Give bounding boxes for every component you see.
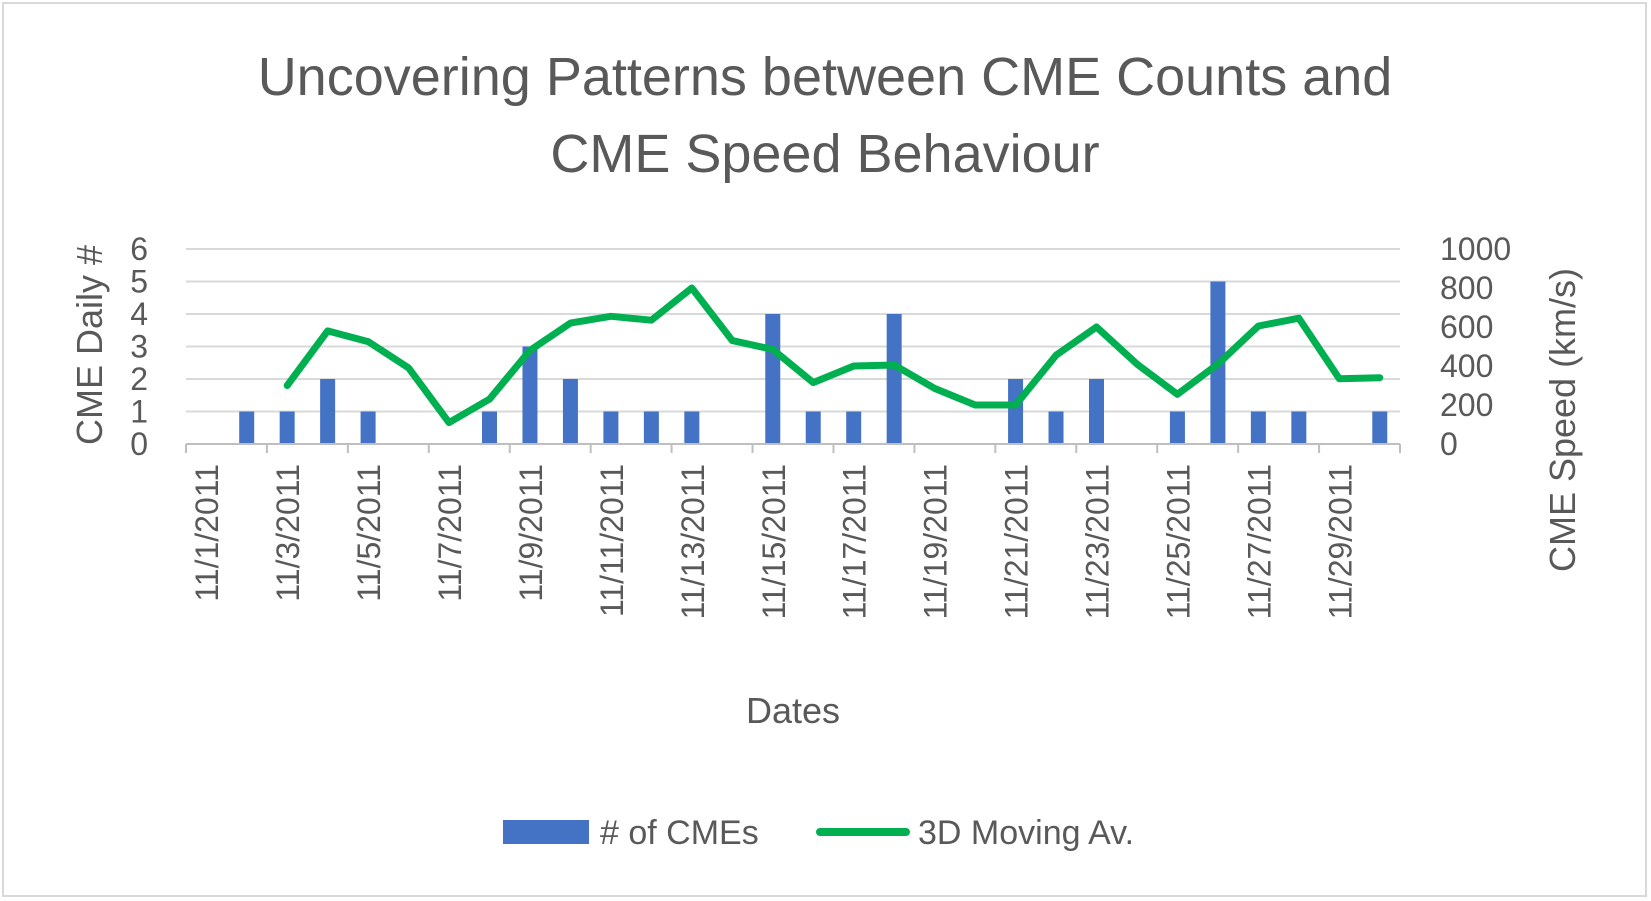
legend-swatch-bars bbox=[503, 820, 589, 844]
x-tick-label: 11/7/2011 bbox=[432, 464, 468, 602]
y-left-tick-label: 4 bbox=[130, 296, 148, 332]
y-axis-right-label: CME Speed (km/s) bbox=[1542, 268, 1583, 572]
bar bbox=[846, 411, 862, 444]
moving-average-line bbox=[283, 284, 1384, 427]
bar bbox=[603, 411, 619, 444]
bar bbox=[482, 411, 497, 444]
x-axis-label: Dates bbox=[746, 690, 840, 731]
y-left-tick-label: 3 bbox=[130, 329, 148, 365]
y-left-tick-label: 6 bbox=[130, 231, 148, 267]
legend-label-bars: # of CMEs bbox=[600, 814, 759, 852]
x-tick-label: 11/3/2011 bbox=[270, 464, 306, 602]
x-tick-label: 11/21/2011 bbox=[999, 464, 1035, 619]
chart-title-line-1: Uncovering Patterns between CME Counts a… bbox=[258, 47, 1393, 107]
bar bbox=[522, 346, 538, 444]
legend-label-line: 3D Moving Av. bbox=[918, 814, 1134, 852]
bar bbox=[684, 411, 700, 444]
x-tick-label: 11/27/2011 bbox=[1241, 464, 1277, 619]
y-right-tick-label: 200 bbox=[1440, 387, 1493, 423]
bar bbox=[562, 379, 578, 444]
bar bbox=[765, 314, 781, 444]
y-left-tick-label: 0 bbox=[130, 426, 148, 462]
y-right-tick-label: 600 bbox=[1440, 309, 1493, 345]
bar bbox=[239, 411, 255, 444]
bar-series bbox=[239, 281, 1388, 444]
bar bbox=[1169, 411, 1185, 444]
bar bbox=[643, 411, 659, 444]
y-right-tick-label: 1000 bbox=[1440, 231, 1511, 267]
bar bbox=[1250, 411, 1266, 444]
x-tick-label: 11/25/2011 bbox=[1160, 464, 1196, 619]
x-tick-label: 11/13/2011 bbox=[675, 464, 711, 619]
bar bbox=[1089, 379, 1104, 444]
y-right-tick-label: 800 bbox=[1440, 270, 1493, 306]
bar bbox=[1048, 411, 1064, 444]
x-tick-label: 11/23/2011 bbox=[1080, 464, 1116, 619]
x-tick-label: 11/17/2011 bbox=[837, 464, 873, 619]
y-left-tick-label: 5 bbox=[130, 264, 148, 300]
bar bbox=[279, 411, 295, 444]
y-left-tick-label: 1 bbox=[130, 394, 148, 430]
bar bbox=[1008, 379, 1024, 444]
x-tick-label: 11/5/2011 bbox=[351, 464, 387, 602]
y-right-tick-label: 400 bbox=[1440, 348, 1493, 384]
bar bbox=[1372, 411, 1388, 444]
bar bbox=[886, 314, 902, 444]
chart-title-line-2: CME Speed Behaviour bbox=[550, 124, 1099, 184]
y-right-tick-label: 0 bbox=[1440, 426, 1458, 462]
y-left-tick-label: 2 bbox=[130, 361, 148, 397]
bar bbox=[360, 411, 376, 444]
y-axis-left-label: CME Daily # bbox=[69, 245, 110, 445]
x-tick-label: 11/9/2011 bbox=[513, 464, 549, 602]
bar bbox=[1291, 411, 1307, 444]
x-tick-label: 11/11/2011 bbox=[594, 464, 630, 617]
line-series bbox=[283, 284, 1384, 427]
x-tick-label: 11/1/2011 bbox=[189, 464, 225, 602]
bar bbox=[320, 379, 336, 444]
x-tick-label: 11/15/2011 bbox=[756, 464, 792, 619]
legend: # of CMEs 3D Moving Av. bbox=[503, 814, 1134, 852]
x-tick-label: 11/29/2011 bbox=[1322, 464, 1358, 619]
bar bbox=[805, 411, 821, 444]
x-tick-label: 11/19/2011 bbox=[918, 464, 954, 619]
